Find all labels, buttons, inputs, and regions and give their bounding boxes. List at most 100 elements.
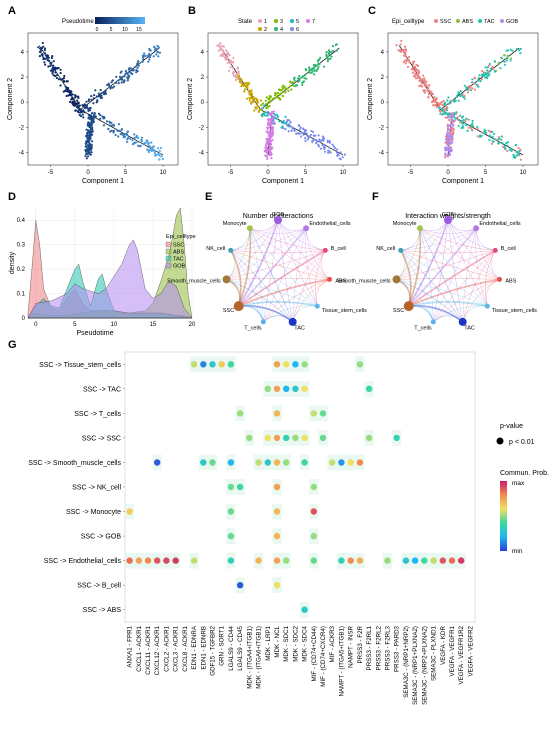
cell-point: [455, 111, 458, 114]
interaction-edge: [408, 278, 500, 307]
cell-point: [135, 136, 138, 139]
dotplot-row-label: SSC -> ABS: [83, 607, 122, 614]
cell-point: [248, 92, 251, 95]
network-node: [403, 301, 414, 312]
cell-point: [88, 123, 91, 126]
network-node-label: Monocyte: [223, 221, 247, 227]
panel-label-b: B: [188, 5, 196, 17]
dotplot-point: [356, 557, 364, 564]
cell-point: [289, 121, 292, 124]
cell-point: [89, 131, 93, 134]
interaction-edge: [292, 279, 330, 322]
cell-point: [59, 84, 62, 87]
cell-point: [505, 49, 508, 52]
cell-point: [469, 86, 472, 89]
cell-point: [140, 136, 144, 139]
cell-point: [446, 132, 449, 135]
cell-point: [467, 118, 470, 121]
cell-point: [338, 157, 341, 160]
x-axis-label: Component 1: [442, 178, 484, 185]
pseudotime-tick-10: 10: [122, 27, 128, 33]
cell-point: [235, 78, 238, 82]
cell-point: [69, 100, 72, 104]
dotplot-point: [236, 582, 244, 589]
cell-point: [133, 136, 136, 140]
state-legend-swatch: [306, 19, 310, 23]
y-tick-label: 0.3: [17, 243, 26, 249]
dotplot-row-label: SSC -> Monocyte: [66, 509, 121, 516]
dotplot-point: [292, 434, 299, 442]
panel-label-g: G: [8, 339, 17, 351]
dotplot-point: [292, 361, 299, 368]
cell-point: [42, 45, 45, 48]
dotplot-point: [209, 361, 216, 368]
dotplot-row-label: SSC -> GOB: [81, 534, 122, 541]
cell-point: [478, 74, 481, 77]
cell-point: [273, 115, 276, 118]
dotplot-point: [126, 557, 133, 564]
cell-point: [449, 101, 452, 104]
interaction-edge: [305, 228, 318, 307]
dotplot-col-label: MDK - LRP1: [265, 625, 272, 660]
cell-point: [55, 76, 58, 80]
cell-point: [107, 82, 110, 85]
cell-point: [446, 129, 449, 133]
cell-point: [300, 131, 304, 134]
dotplot-row-label: SSC -> NK_cell: [72, 485, 121, 492]
cell-point: [480, 134, 483, 137]
interaction-edge: [230, 250, 326, 254]
cell-point: [111, 79, 114, 82]
cell-point: [73, 102, 76, 105]
cell-point: [85, 157, 88, 160]
interaction-edge: [475, 228, 500, 280]
cell-point: [330, 55, 333, 58]
cell-point: [87, 135, 90, 138]
cell-point: [121, 76, 124, 79]
cell-point: [487, 64, 491, 67]
dotplot-point: [329, 459, 336, 466]
cell-point: [89, 128, 92, 131]
cell-point: [270, 130, 273, 133]
interaction-edge: [249, 219, 279, 232]
panel-label-c: C: [368, 5, 376, 17]
cell-point: [88, 136, 91, 139]
dotplot-col-label: PRSS3 - F2RL3: [385, 625, 392, 670]
cell-point: [86, 144, 89, 147]
cell-point: [249, 101, 253, 105]
cell-point: [86, 139, 89, 143]
cell-point: [227, 52, 230, 56]
cell-point: [134, 65, 137, 68]
cell-point: [117, 135, 120, 138]
cell-point: [56, 66, 59, 70]
cell-point: [71, 93, 74, 96]
dotplot-point: [448, 557, 456, 564]
cell-point: [117, 79, 120, 82]
cell-point: [158, 51, 162, 54]
cell-point: [446, 154, 450, 157]
legend-swatch: [165, 262, 172, 269]
cell-point: [115, 75, 118, 78]
cell-point: [331, 45, 335, 48]
cell-point: [311, 70, 314, 73]
cell-point: [38, 55, 42, 58]
cell-point: [500, 135, 503, 138]
cell-point: [411, 71, 414, 74]
state-legend-label: 6: [296, 27, 299, 33]
dotplot-point: [273, 385, 281, 392]
cell-point: [499, 67, 502, 70]
panel-label-f: F: [372, 191, 379, 203]
cell-point: [238, 80, 241, 84]
interaction-edge: [408, 249, 496, 307]
cell-point: [510, 149, 513, 152]
cell-point: [267, 134, 270, 138]
cell-point: [148, 58, 151, 61]
cell-point: [105, 120, 109, 123]
dotplot-row-label: SSC -> B_cell: [77, 583, 121, 590]
cell-point: [403, 52, 406, 55]
cell-point: [217, 44, 221, 47]
network-node: [430, 319, 436, 325]
cell-point: [294, 85, 297, 88]
cell-point: [265, 96, 268, 99]
dotplot-point: [273, 410, 281, 417]
cell-point: [466, 88, 469, 91]
